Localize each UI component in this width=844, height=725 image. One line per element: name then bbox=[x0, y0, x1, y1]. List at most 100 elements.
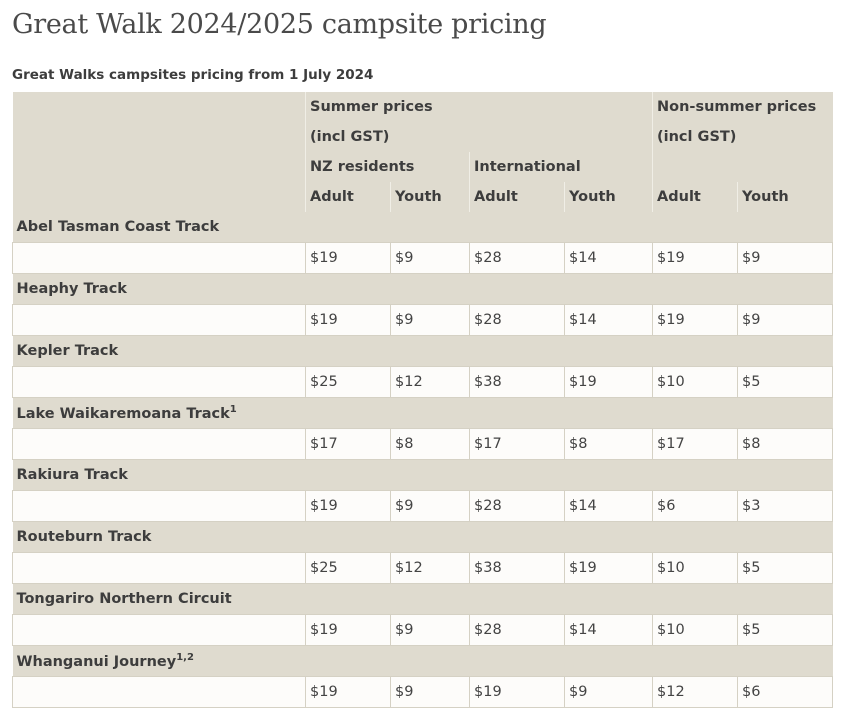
price-cell: $14 bbox=[563, 304, 654, 336]
price-cell: $12 bbox=[652, 676, 739, 708]
track-name-text: Abel Tasman Coast Track bbox=[16, 219, 220, 235]
price-cell: $12 bbox=[390, 552, 470, 584]
header-intl-adult: Adult bbox=[469, 182, 565, 212]
track-name: Lake Waikaremoana Track1 bbox=[12, 397, 833, 429]
price-row: $19 $9 $28 $14 $6 $3 bbox=[12, 490, 834, 522]
track-name: Heaphy Track bbox=[12, 273, 833, 305]
price-cell: $17 bbox=[469, 428, 565, 460]
track-row: Kepler Track bbox=[12, 335, 833, 367]
blank-cell bbox=[12, 242, 306, 274]
price-cell: $28 bbox=[469, 490, 565, 522]
price-row: $25 $12 $38 $19 $10 $5 bbox=[12, 366, 834, 398]
price-row: $25 $12 $38 $19 $10 $5 bbox=[12, 552, 834, 584]
track-name: Rakiura Track bbox=[12, 459, 833, 491]
price-cell: $19 bbox=[305, 490, 391, 522]
blank-cell bbox=[12, 614, 306, 646]
header-summer: Summer prices bbox=[304, 92, 653, 122]
track-name-text: Whanganui Journey bbox=[16, 653, 177, 670]
price-cell: $19 bbox=[563, 552, 654, 584]
track-name: Kepler Track bbox=[12, 335, 833, 367]
header-blank bbox=[12, 92, 306, 212]
price-cell: $10 bbox=[652, 366, 739, 398]
footnote-ref: 1 bbox=[229, 404, 237, 416]
price-cell: $9 bbox=[390, 676, 470, 708]
track-row: Routeburn Track bbox=[12, 521, 833, 553]
blank-cell bbox=[12, 676, 306, 708]
header-non-summer: Non-summer prices bbox=[652, 92, 833, 122]
price-cell: $8 bbox=[737, 428, 834, 460]
price-row: $19 $9 $28 $14 $19 $9 bbox=[12, 242, 834, 274]
price-cell: $19 bbox=[652, 242, 739, 274]
track-name: Whanganui Journey1,2 bbox=[12, 645, 833, 677]
blank-cell bbox=[12, 428, 306, 460]
header-blank-ns bbox=[652, 152, 833, 182]
track-name-text: Lake Waikaremoana Track bbox=[16, 405, 230, 422]
track-name-text: Tongariro Northern Circuit bbox=[16, 591, 232, 607]
track-name: Routeburn Track bbox=[12, 521, 833, 553]
price-cell: $19 bbox=[305, 304, 391, 336]
header-nz-adult: Adult bbox=[305, 182, 391, 212]
price-cell: $6 bbox=[652, 490, 739, 522]
footnote-ref: 1,2 bbox=[176, 652, 194, 664]
price-cell: $9 bbox=[390, 242, 470, 274]
price-row: $19 $9 $28 $14 $19 $9 bbox=[12, 304, 834, 336]
track-row: Tongariro Northern Circuit bbox=[12, 583, 833, 615]
price-cell: $3 bbox=[737, 490, 834, 522]
track-row: Rakiura Track bbox=[12, 459, 833, 491]
price-cell: $17 bbox=[305, 428, 391, 460]
price-cell: $14 bbox=[563, 242, 654, 274]
price-cell: $10 bbox=[652, 552, 739, 584]
price-cell: $14 bbox=[563, 490, 654, 522]
price-cell: $19 bbox=[652, 304, 739, 336]
price-row: $19 $9 $19 $9 $12 $6 bbox=[12, 676, 834, 708]
price-cell: $38 bbox=[469, 552, 565, 584]
price-cell: $6 bbox=[737, 676, 834, 708]
header-international: International bbox=[468, 152, 653, 182]
table-caption: Great Walks campsites pricing from 1 Jul… bbox=[12, 67, 374, 83]
price-cell: $28 bbox=[469, 614, 565, 646]
blank-cell bbox=[12, 490, 306, 522]
price-cell: $14 bbox=[563, 614, 654, 646]
price-cell: $9 bbox=[737, 304, 834, 336]
price-cell: $8 bbox=[390, 428, 470, 460]
price-cell: $5 bbox=[737, 614, 834, 646]
track-name: Abel Tasman Coast Track bbox=[12, 212, 833, 243]
header-ns-youth: Youth bbox=[737, 182, 833, 212]
price-cell: $25 bbox=[305, 552, 391, 584]
price-cell: $28 bbox=[469, 304, 565, 336]
price-cell: $9 bbox=[390, 614, 470, 646]
price-cell: $9 bbox=[737, 242, 834, 274]
price-cell: $10 bbox=[652, 614, 739, 646]
track-row: Abel Tasman Coast Track bbox=[12, 212, 833, 243]
price-cell: $5 bbox=[737, 366, 834, 398]
track-name-text: Rakiura Track bbox=[16, 467, 128, 483]
header-intl-youth: Youth bbox=[563, 182, 653, 212]
price-cell: $19 bbox=[469, 676, 565, 708]
price-cell: $28 bbox=[469, 242, 565, 274]
price-cell: $8 bbox=[563, 428, 654, 460]
track-name-text: Routeburn Track bbox=[16, 529, 152, 545]
price-cell: $9 bbox=[390, 304, 470, 336]
price-cell: $25 bbox=[305, 366, 391, 398]
price-row: $17 $8 $17 $8 $17 $8 bbox=[12, 428, 834, 460]
pricing-table: Summer prices Non-summer prices (incl GS… bbox=[12, 92, 834, 708]
price-cell: $19 bbox=[305, 676, 391, 708]
track-name-text: Kepler Track bbox=[16, 343, 119, 359]
price-cell: $5 bbox=[737, 552, 834, 584]
price-cell: $19 bbox=[305, 242, 391, 274]
header-nz-youth: Youth bbox=[390, 182, 470, 212]
price-cell: $19 bbox=[305, 614, 391, 646]
price-cell: $19 bbox=[563, 366, 654, 398]
track-row: Whanganui Journey1,2 bbox=[12, 645, 833, 677]
blank-cell bbox=[12, 366, 306, 398]
track-row: Heaphy Track bbox=[12, 273, 833, 305]
page-title: Great Walk 2024/2025 campsite pricing bbox=[12, 9, 547, 40]
blank-cell bbox=[12, 304, 306, 336]
blank-cell bbox=[12, 552, 306, 584]
header-ns-adult: Adult bbox=[652, 182, 738, 212]
price-row: $19 $9 $28 $14 $10 $5 bbox=[12, 614, 834, 646]
price-cell: $17 bbox=[652, 428, 739, 460]
price-cell: $9 bbox=[390, 490, 470, 522]
price-cell: $12 bbox=[390, 366, 470, 398]
header-non-summer-sub: (incl GST) bbox=[652, 122, 833, 152]
